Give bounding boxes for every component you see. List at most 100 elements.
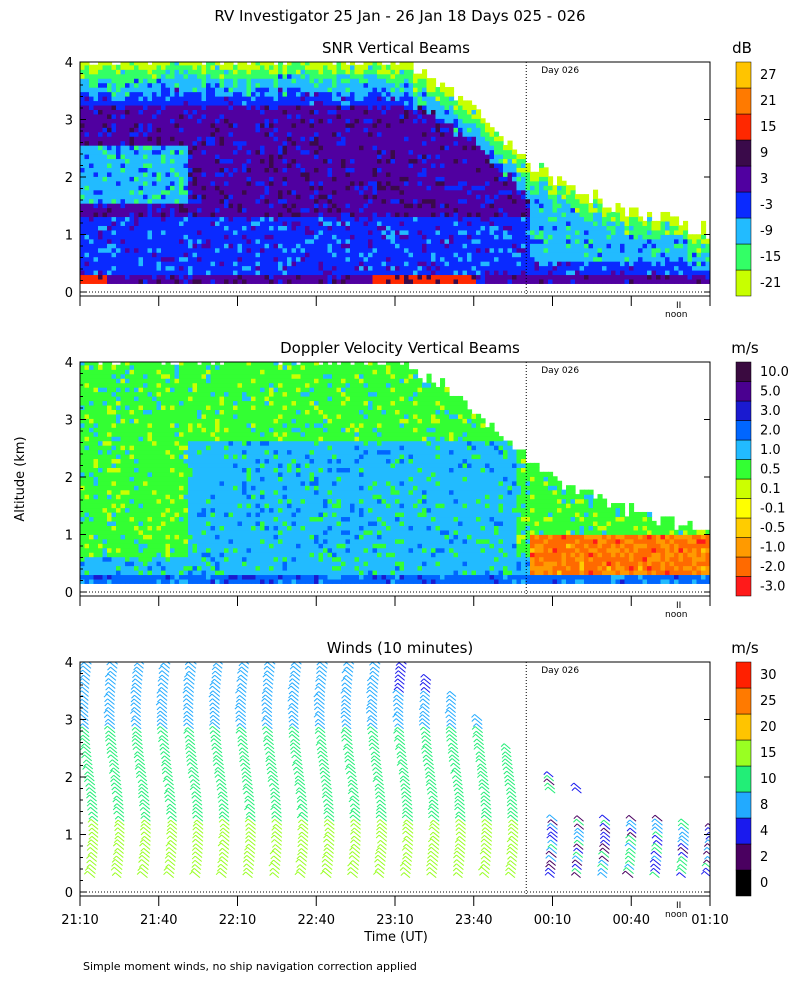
snr-colorbar-swatch xyxy=(735,113,752,141)
doppler-colorbar-swatch xyxy=(735,381,752,402)
snr-colorbar-label: -21 xyxy=(760,276,781,291)
day-marker-label: Day 026 xyxy=(541,366,579,376)
doppler-colorbar-label: 0.1 xyxy=(760,482,781,497)
noon-marker-label: noon xyxy=(665,610,687,620)
winds-colorbar-swatch xyxy=(735,765,752,793)
y-tick-label: 3 xyxy=(65,414,73,429)
x-tick-label: 22:10 xyxy=(219,913,256,928)
y-tick-label: 2 xyxy=(65,471,73,486)
doppler-colorbar-swatch xyxy=(735,576,752,597)
x-tick-label: 01:10 xyxy=(691,913,728,928)
wind-profile xyxy=(621,814,637,879)
y-tick-label: 2 xyxy=(65,171,73,186)
wind-profile xyxy=(182,662,204,879)
x-tick-label: 23:40 xyxy=(455,913,492,928)
winds-colorbar-label: 8 xyxy=(760,798,768,813)
doppler-colorbar-label: -1.0 xyxy=(760,540,785,555)
wind-profile xyxy=(418,673,440,879)
winds-colorbar-label: 4 xyxy=(760,824,768,839)
doppler-colorbar-swatch xyxy=(735,537,752,558)
footer-note: Simple moment winds, no ship navigation … xyxy=(83,960,417,973)
y-tick-label: 0 xyxy=(65,586,73,601)
snr-colorbar-swatch xyxy=(735,61,752,89)
x-tick-label: 00:10 xyxy=(534,913,571,928)
wind-profile xyxy=(392,662,414,879)
y-tick-label: 1 xyxy=(65,529,73,544)
wind-profile xyxy=(103,662,125,879)
y-tick-label: 4 xyxy=(65,356,73,371)
doppler-colorbar-label: 1.0 xyxy=(760,443,781,458)
wind-profile xyxy=(261,662,283,879)
x-tick-label: 00:40 xyxy=(613,913,650,928)
winds-colorbar-swatch xyxy=(735,687,752,715)
wind-profile xyxy=(155,662,178,879)
snr-colorbar-unit: dB xyxy=(732,39,752,57)
doppler-colorbar-label: 10.0 xyxy=(760,365,789,380)
noon-marker-symbol: II xyxy=(676,301,681,311)
doppler-colorbar-label: -0.1 xyxy=(760,501,785,516)
snr-colorbar: dB -21 -15 -9 -3 3 9 15 21 27 xyxy=(732,39,781,297)
doppler-colorbar-swatch xyxy=(735,439,752,460)
doppler-colorbar-label: -0.5 xyxy=(760,521,785,536)
wind-profile xyxy=(80,662,99,879)
x-tick-label: 22:40 xyxy=(298,913,335,928)
snr-colorbar-swatch xyxy=(735,87,752,115)
wind-profile xyxy=(340,662,361,879)
doppler-panel: Doppler Velocity Vertical Beams Day 026 I… xyxy=(65,339,789,620)
snr-panel-title: SNR Vertical Beams xyxy=(322,39,470,57)
winds-colorbar-label: 15 xyxy=(760,746,777,761)
x-tick-label: 23:10 xyxy=(376,913,413,928)
wind-profile xyxy=(543,771,558,879)
y-tick-label: 3 xyxy=(65,114,73,129)
doppler-colorbar-label: 0.5 xyxy=(760,462,781,477)
doppler-colorbar-swatch xyxy=(735,556,752,577)
wind-profile xyxy=(365,662,388,879)
day-marker-label: Day 026 xyxy=(541,66,579,76)
noon-marker-symbol: II xyxy=(676,601,681,611)
noon-marker-symbol: II xyxy=(676,901,681,911)
y-tick-label: 2 xyxy=(65,771,73,786)
noon-marker-label: noon xyxy=(665,310,687,320)
y-tick-label: 0 xyxy=(65,886,73,901)
winds-colorbar-label: 20 xyxy=(760,720,777,735)
doppler-colorbar-label: -2.0 xyxy=(760,560,785,575)
snr-colorbar-swatch xyxy=(735,269,752,297)
winds-field xyxy=(80,662,710,879)
winds-colorbar-label: 30 xyxy=(760,668,777,683)
snr-colorbar-label: -9 xyxy=(760,224,773,239)
doppler-colorbar: m/s -3.0 -2.0 -1.0 -0.5 -0.1 0.1 0.5 1.0 2.0 3.0 5… xyxy=(731,339,789,597)
snr-colorbar-label: 15 xyxy=(760,120,777,135)
snr-colorbar-label: 9 xyxy=(760,146,768,161)
doppler-panel-title: Doppler Velocity Vertical Beams xyxy=(280,339,520,357)
wind-profile xyxy=(444,690,466,879)
y-tick-label: 1 xyxy=(65,829,73,844)
doppler-colorbar-swatch xyxy=(735,420,752,441)
doppler-colorbar-unit: m/s xyxy=(731,339,759,357)
winds-colorbar: m/s 0 2 4 8 10 15 20 25 30 xyxy=(731,639,777,897)
wind-profile xyxy=(287,662,309,879)
x-tick-label: 21:40 xyxy=(140,913,177,928)
snr-colorbar-swatch xyxy=(735,139,752,167)
winds-colorbar-label: 2 xyxy=(760,850,768,865)
y-tick-label: 0 xyxy=(65,286,73,301)
winds-colorbar-swatch xyxy=(735,817,752,845)
winds-colorbar-label: 0 xyxy=(760,876,768,891)
doppler-colorbar-swatch xyxy=(735,498,752,519)
doppler-colorbar-label: 3.0 xyxy=(760,404,781,419)
doppler-colorbar-label: 5.0 xyxy=(760,384,781,399)
y-tick-label: 3 xyxy=(65,714,73,729)
winds-colorbar-swatch xyxy=(735,843,752,871)
winds-panel-title: Winds (10 minutes) xyxy=(327,639,474,657)
doppler-colorbar-swatch xyxy=(735,361,752,382)
wind-profile xyxy=(234,662,256,879)
winds-colorbar-swatch xyxy=(735,791,752,819)
wind-profile xyxy=(130,662,151,879)
winds-colorbar-swatch xyxy=(735,713,752,741)
wind-profile xyxy=(208,662,230,879)
snr-colorbar-label: 21 xyxy=(760,94,777,109)
figure-title: RV Investigator 25 Jan - 26 Jan 18 Days … xyxy=(214,7,585,25)
